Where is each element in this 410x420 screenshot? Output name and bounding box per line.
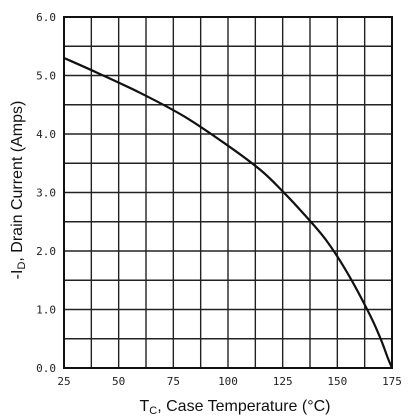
plot-frame — [63, 16, 393, 369]
x-tick-label: 50 — [112, 375, 125, 388]
x-axis-label: TC, Case Temperature (°C) — [139, 398, 330, 417]
x-tick-label: 100 — [218, 375, 238, 388]
x-tick-label: 25 — [57, 375, 70, 388]
y-tick-label: 5.0 — [36, 70, 56, 83]
x-tick-label: 125 — [273, 375, 293, 388]
x-tick-labels: 25 50 75 100 125 150 175 — [57, 375, 402, 388]
y-tick-label: 6.0 — [36, 11, 56, 24]
grid-lines — [63, 16, 393, 369]
y-tick-label: 3.0 — [36, 187, 56, 200]
x-tick-label: 75 — [167, 375, 180, 388]
y-tick-label: 4.0 — [36, 128, 56, 141]
y-tick-label: 2.0 — [36, 245, 56, 258]
x-tick-label: 175 — [382, 375, 402, 388]
y-tick-labels: 0.0 1.0 2.0 3.0 4.0 5.0 6.0 — [36, 11, 56, 375]
y-axis-label: -ID, Drain Current (Amps) — [9, 101, 28, 280]
series-line — [63, 56, 394, 369]
y-tick-label: 0.0 — [36, 362, 56, 375]
y-tick-label: 1.0 — [36, 304, 56, 317]
x-tick-label: 150 — [327, 375, 347, 388]
